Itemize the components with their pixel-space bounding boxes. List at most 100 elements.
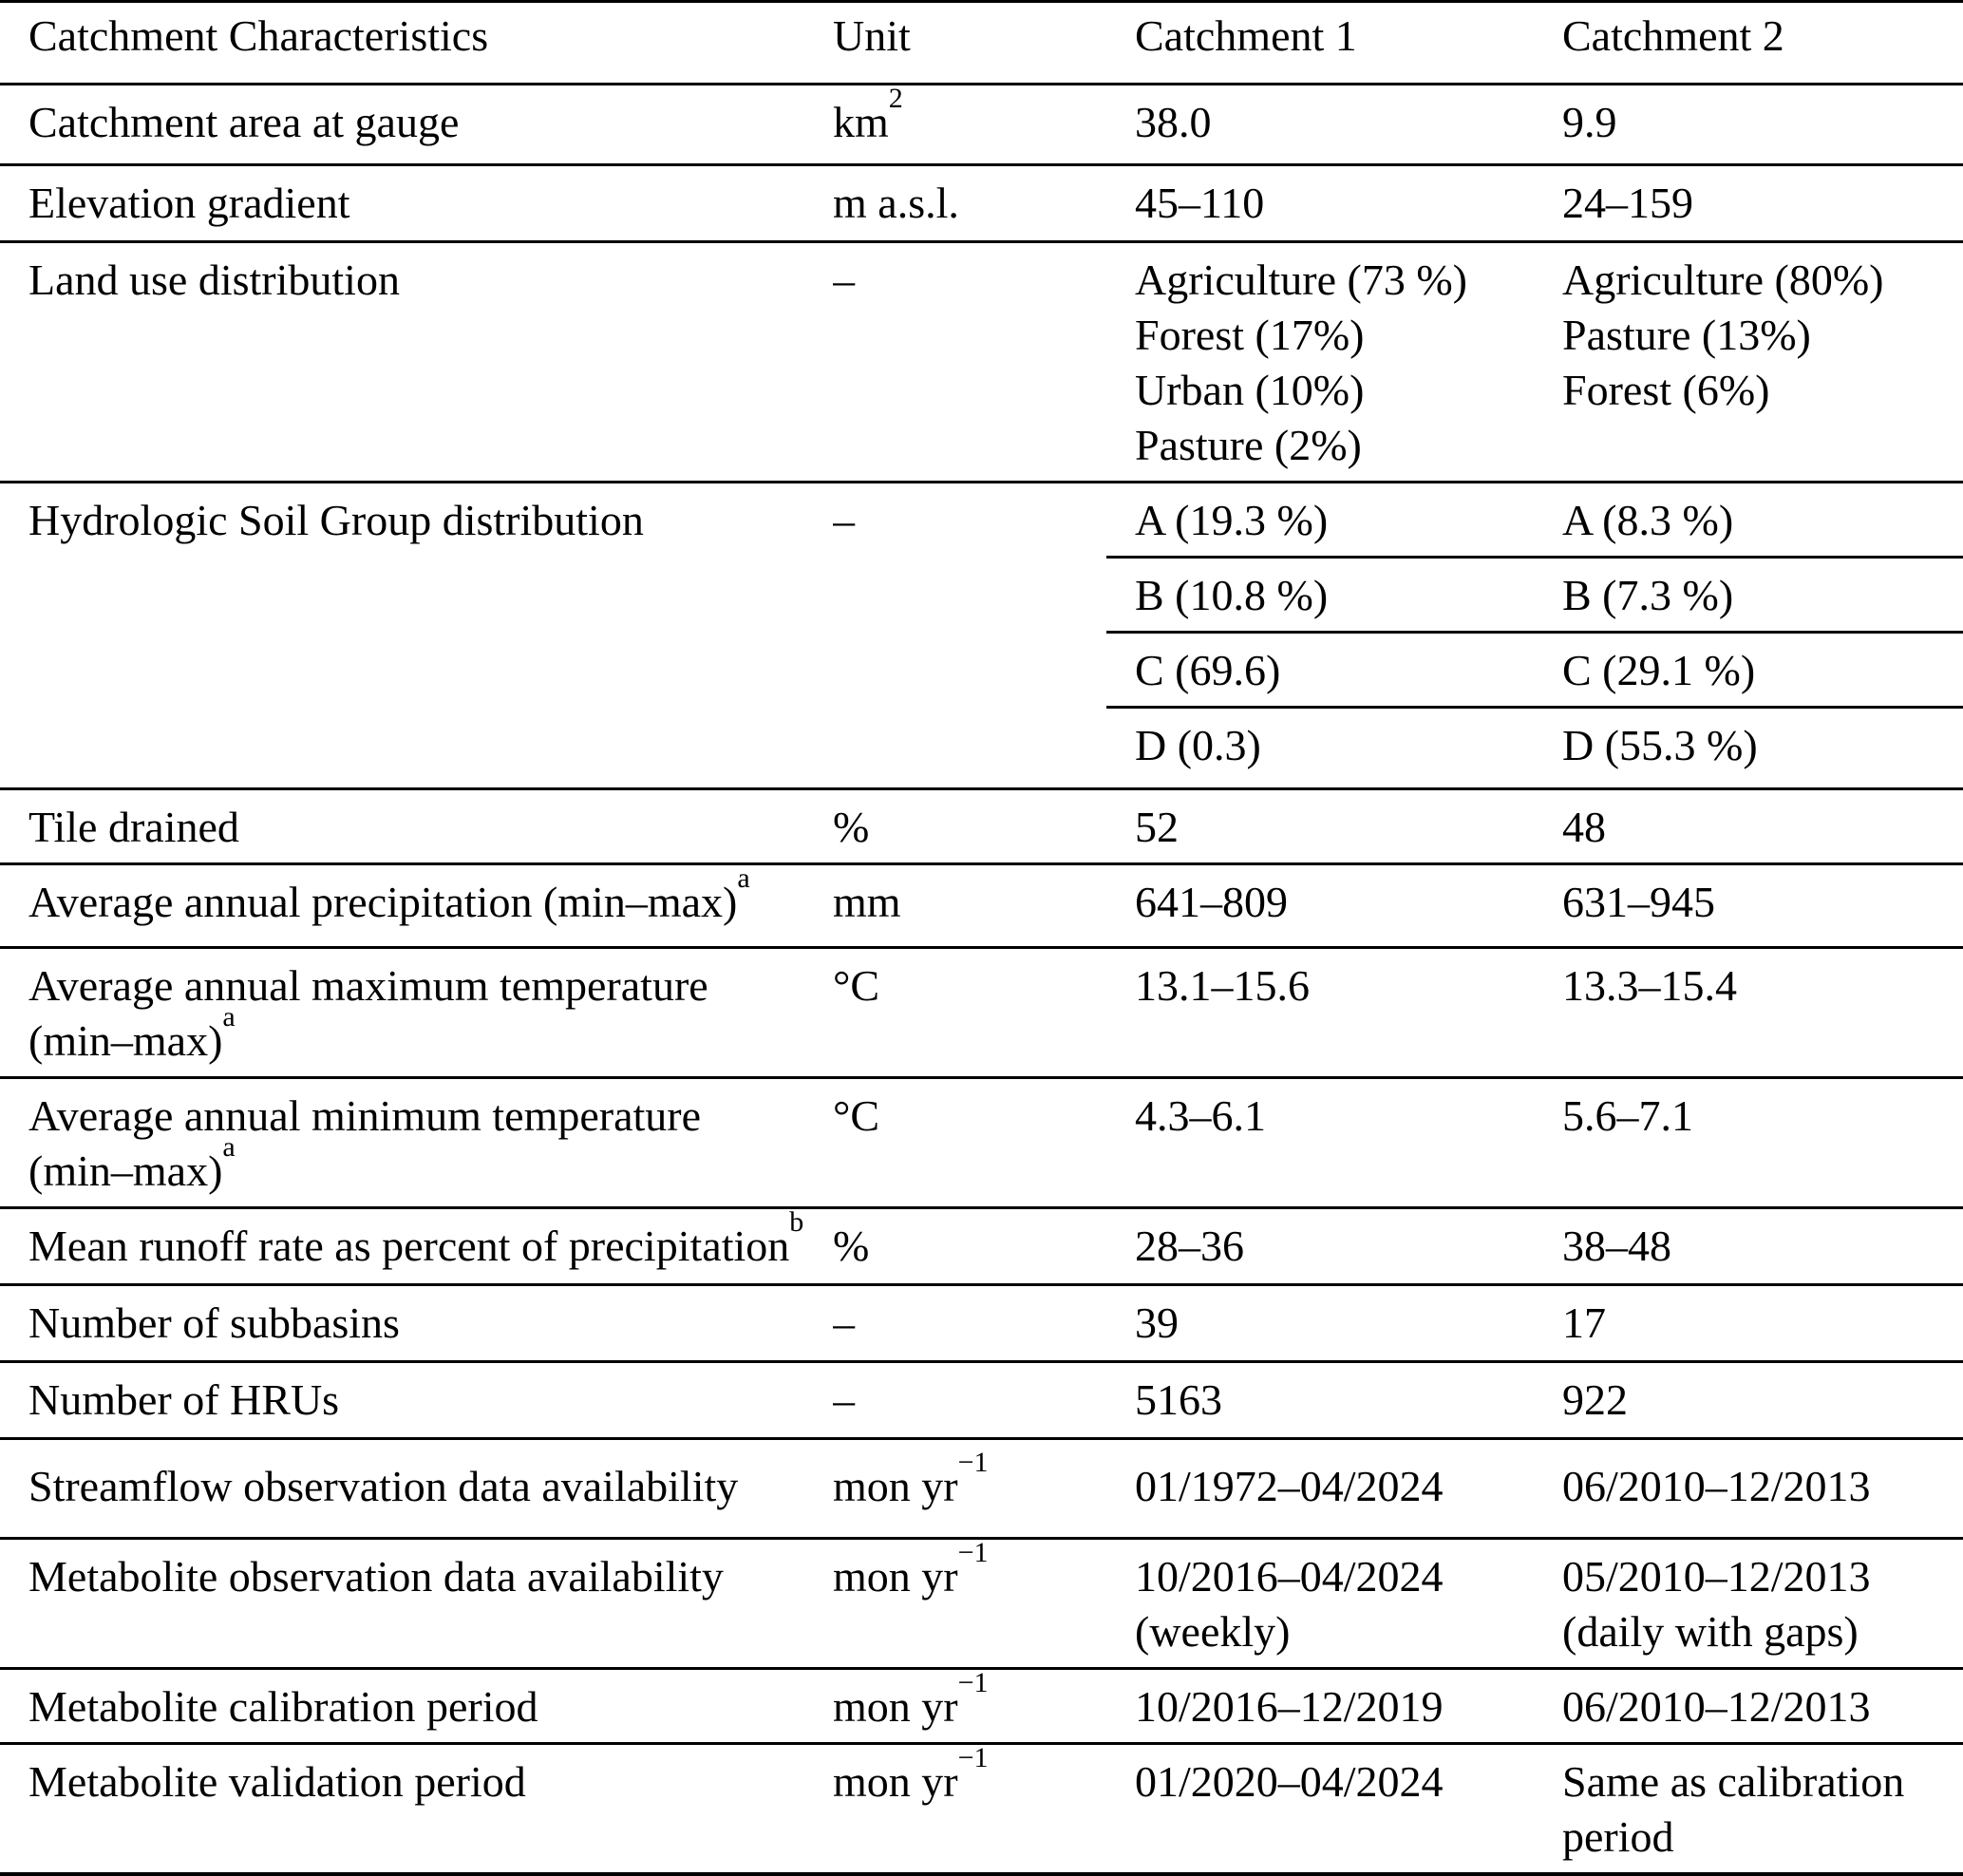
catchment1-value: 28–36 [1106,1207,1553,1286]
row-label: Tile drained [0,788,833,865]
row-label: Average annual maximum temperature (min–… [0,947,833,1079]
row-label: Hydrologic Soil Group distribution [0,482,833,790]
land-use-line: Forest (6%) [1562,366,1770,414]
row-metabolite-availability: Metabolite observation data availability… [0,1538,1963,1670]
row-tile-drained: Tile drained % 52 48 [0,788,1963,865]
row-max-temperature: Average annual maximum temperature (min–… [0,947,1963,1079]
land-use-line: Urban (10%) [1135,366,1365,414]
row-min-temperature: Average annual minimum temperature (min–… [0,1077,1963,1209]
footnote-marker: a [222,1000,236,1033]
unit-cell: °C [833,947,1106,1079]
catchment1-value: A (19.3 %) [1106,482,1553,559]
catchment2-value: 06/2010–12/2013 [1553,1438,1963,1540]
label-text: (min–max) [28,1146,223,1195]
unit-cell: mon yr−1 [833,1743,1106,1876]
label-text: Average annual precipitation (min–max) [28,878,738,926]
table-header-row: Catchment Characteristics Unit Catchment… [0,1,1963,85]
catchment2-value: 631–945 [1553,863,1963,949]
land-use-line: Pasture (2%) [1135,421,1362,469]
catchment2-value: Same as calibration period [1553,1743,1963,1876]
land-use-line: Pasture (13%) [1562,311,1811,359]
row-label: Average annual precipitation (min–max)a [0,863,833,949]
unit-cell: – [833,241,1106,483]
unit-cell: % [833,788,1106,865]
unit-cell: mon yr−1 [833,1438,1106,1540]
unit-superscript: −1 [957,1538,989,1568]
row-hsg-c: C (69.6) C (29.1 %) [0,632,1963,709]
catchment1-value: C (69.6) [1106,632,1553,709]
unit-cell: – [833,1284,1106,1363]
row-streamflow-availability: Streamflow observation data availability… [0,1438,1963,1540]
row-label: Elevation gradient [0,164,833,243]
unit-cell: km2 [833,84,1106,166]
unit-cell: – [833,1361,1106,1440]
catchment1-value: 52 [1106,788,1553,865]
row-label: Metabolite validation period [0,1743,833,1876]
unit-cell: mon yr−1 [833,1668,1106,1745]
row-elevation-gradient: Elevation gradient m a.s.l. 45–110 24–15… [0,164,1963,243]
unit-text: mon yr [833,1682,958,1731]
row-metabolite-validation: Metabolite validation period mon yr−1 01… [0,1743,1963,1876]
unit-superscript: 2 [888,84,903,114]
catchment1-value: B (10.8 %) [1106,557,1553,634]
label-text: (min–max) [28,1016,223,1065]
row-label: Number of HRUs [0,1361,833,1440]
unit-cell: °C [833,1077,1106,1209]
catchment2-value: 24–159 [1553,164,1963,243]
value-line: Same as calibration [1562,1757,1905,1806]
unit-cell: mm [833,863,1106,949]
catchment1-value: 01/2020–04/2024 [1106,1743,1553,1876]
row-subbasins: Number of subbasins – 39 17 [0,1284,1963,1363]
land-use-line: Agriculture (73 %) [1135,256,1467,304]
row-catchment-area: Catchment area at gauge km2 38.0 9.9 [0,84,1963,166]
catchment2-value: 9.9 [1553,84,1963,166]
catchment2-value: C (29.1 %) [1553,632,1963,709]
row-hsg-a: Hydrologic Soil Group distribution – A (… [0,482,1963,790]
unit-cell: – [833,482,1106,790]
unit-cell: m a.s.l. [833,164,1106,243]
row-label: Metabolite observation data availability [0,1538,833,1670]
catchment1-value: 38.0 [1106,84,1553,166]
catchment1-value: 01/1972–04/2024 [1106,1438,1553,1540]
catchment1-value: 10/2016–04/2024 (weekly) [1106,1538,1553,1670]
unit-superscript: −1 [957,1743,989,1773]
header-catchment-1: Catchment 1 [1106,1,1553,85]
row-label: Number of subbasins [0,1284,833,1363]
unit-superscript: −1 [957,1446,989,1478]
footnote-marker: a [222,1130,236,1163]
catchment2-value: 05/2010–12/2013 (daily with gaps) [1553,1538,1963,1670]
unit-text: mon yr [833,1757,958,1806]
value-line: 05/2010–12/2013 [1562,1552,1871,1601]
row-label: Average annual minimum temperature (min–… [0,1077,833,1209]
footnote-marker: b [789,1207,804,1238]
label-line: (min–max)a [28,1132,825,1199]
catchment1-value: 5163 [1106,1361,1553,1440]
unit-superscript: −1 [957,1668,989,1698]
catchment1-value: D (0.3) [1106,707,1553,790]
catchment2-value: 17 [1553,1284,1963,1363]
catchment1-value: 10/2016–12/2019 [1106,1668,1553,1745]
row-hrus: Number of HRUs – 5163 922 [0,1361,1963,1440]
catchment2-value: 38–48 [1553,1207,1963,1286]
row-hsg-b: B (10.8 %) B (7.3 %) [0,557,1963,634]
catchment1-value: 45–110 [1106,164,1553,243]
label-text: Mean runoff rate as percent of precipita… [28,1222,790,1270]
catchment1-value: 13.1–15.6 [1106,947,1553,1079]
catchment1-value: 4.3–6.1 [1106,1077,1553,1209]
value-line: 10/2016–04/2024 [1135,1552,1444,1601]
row-hsg-d: D (0.3) D (55.3 %) [0,707,1963,790]
footnote-marker: a [737,863,750,894]
row-label: Streamflow observation data availability [0,1438,833,1540]
catchment1-value: Agriculture (73 %) Forest (17%) Urban (1… [1106,241,1553,483]
catchment2-value: D (55.3 %) [1553,707,1963,790]
value-line: (weekly) [1135,1607,1291,1656]
row-label: Land use distribution [0,241,833,483]
value-line: (daily with gaps) [1562,1607,1859,1656]
catchment2-value: A (8.3 %) [1553,482,1963,559]
unit-text: mon yr [833,1462,958,1510]
row-metabolite-calibration: Metabolite calibration period mon yr−1 1… [0,1668,1963,1745]
land-use-line: Forest (17%) [1135,311,1365,359]
header-unit: Unit [833,1,1106,85]
catchment1-value: 641–809 [1106,863,1553,949]
